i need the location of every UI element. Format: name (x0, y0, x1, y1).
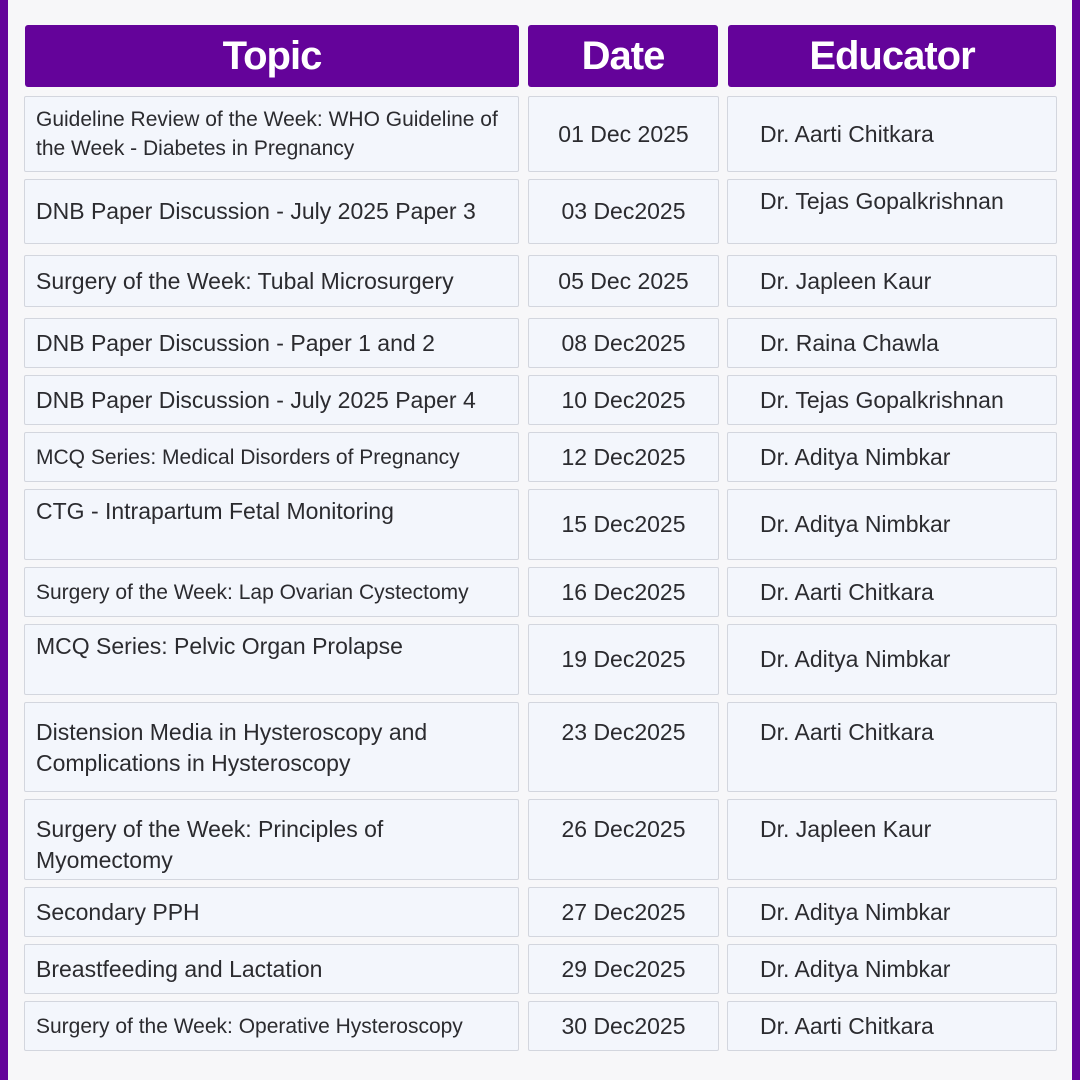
table-cell-topic: Surgery of the Week: Operative Hysterosc… (24, 1001, 519, 1051)
table-cell-educator: Dr. Aarti Chitkara (727, 567, 1057, 617)
row-date-text: 01 Dec 2025 (558, 120, 689, 147)
row-educator-text: Dr. Aditya Nimbkar (760, 511, 951, 537)
table-cell-date: 15 Dec2025 (528, 489, 719, 560)
row-educator-text: Dr. Aarti Chitkara (760, 578, 934, 605)
row-educator-text: Dr. Aarti Chitkara (760, 719, 934, 745)
row-topic-text: Secondary PPH (36, 898, 200, 925)
row-topic-text: DNB Paper Discussion - Paper 1 and 2 (36, 329, 435, 356)
table-cell-educator: Dr. Tejas Gopalkrishnan (727, 179, 1057, 244)
row-topic-text: MCQ Series: Medical Disorders of Pregnan… (36, 445, 460, 469)
table-cell-educator: Dr. Japleen Kaur (727, 799, 1057, 880)
table-cell-topic: Surgery of the Week: Lap Ovarian Cystect… (24, 567, 519, 617)
table-cell-topic: MCQ Series: Pelvic Organ Prolapse (24, 624, 519, 695)
row-date-text: 29 Dec2025 (561, 955, 686, 982)
table-cell-topic: Guideline Review of the Week: WHO Guidel… (24, 96, 519, 172)
table-cell-topic: Distension Media in Hysteroscopy and Com… (24, 702, 519, 792)
row-educator-text: Dr. Aarti Chitkara (760, 1012, 934, 1039)
table-cell-date: 19 Dec2025 (528, 624, 719, 695)
row-date-text: 30 Dec2025 (561, 1012, 686, 1039)
row-topic-text: DNB Paper Discussion - July 2025 Paper 4 (36, 386, 476, 413)
table-cell-educator: Dr. Raina Chawla (727, 318, 1057, 368)
table-cell-topic: CTG - Intrapartum Fetal Monitoring (24, 489, 519, 560)
table-cell-date: 26 Dec2025 (528, 799, 719, 880)
row-date-text: 05 Dec 2025 (558, 267, 689, 294)
row-date-text: 10 Dec2025 (561, 386, 686, 413)
table-cell-educator: Dr. Aditya Nimbkar (727, 432, 1057, 482)
right-border (1072, 0, 1080, 1080)
table-cell-educator: Dr. Aarti Chitkara (727, 96, 1057, 172)
row-topic-text: MCQ Series: Pelvic Organ Prolapse (36, 633, 403, 659)
row-topic-text: CTG - Intrapartum Fetal Monitoring (36, 498, 394, 524)
row-educator-text: Dr. Aditya Nimbkar (760, 646, 951, 672)
table-cell-date: 01 Dec 2025 (528, 96, 719, 172)
row-educator-text: Dr. Tejas Gopalkrishnan (760, 386, 1004, 413)
header-educator: Educator (728, 25, 1056, 87)
header-topic: Topic (25, 25, 519, 87)
table-cell-date: 08 Dec2025 (528, 318, 719, 368)
table-cell-topic: DNB Paper Discussion - Paper 1 and 2 (24, 318, 519, 368)
row-educator-text: Dr. Aditya Nimbkar (760, 443, 951, 470)
table-cell-date: 03 Dec2025 (528, 179, 719, 244)
row-educator-text: Dr. Japleen Kaur (760, 267, 932, 294)
row-date-text: 23 Dec2025 (561, 719, 686, 745)
table-cell-topic: Surgery of the Week: Tubal Microsurgery (24, 255, 519, 307)
row-date-text: 08 Dec2025 (561, 329, 686, 356)
table-cell-topic: Secondary PPH (24, 887, 519, 937)
table-cell-educator: Dr. Aditya Nimbkar (727, 624, 1057, 695)
row-educator-text: Dr. Aditya Nimbkar (760, 898, 951, 925)
row-date-text: 16 Dec2025 (561, 578, 686, 605)
row-topic-text: Surgery of the Week: Tubal Microsurgery (36, 267, 454, 294)
table-cell-educator: Dr. Tejas Gopalkrishnan (727, 375, 1057, 425)
table-cell-date: 05 Dec 2025 (528, 255, 719, 307)
row-topic-text: Distension Media in Hysteroscopy and Com… (36, 719, 428, 776)
row-educator-text: Dr. Tejas Gopalkrishnan (760, 188, 1004, 214)
table-cell-date: 23 Dec2025 (528, 702, 719, 792)
row-educator-text: Dr. Japleen Kaur (760, 816, 932, 842)
table-cell-topic: Surgery of the Week: Principles of Myome… (24, 799, 519, 880)
table-cell-date: 12 Dec2025 (528, 432, 719, 482)
table-cell-date: 30 Dec2025 (528, 1001, 719, 1051)
row-date-text: 15 Dec2025 (561, 511, 686, 537)
table-cell-topic: MCQ Series: Medical Disorders of Pregnan… (24, 432, 519, 482)
row-topic-text: Surgery of the Week: Principles of Myome… (36, 816, 384, 873)
row-educator-text: Dr. Aditya Nimbkar (760, 955, 951, 982)
row-topic-text: Surgery of the Week: Lap Ovarian Cystect… (36, 580, 469, 604)
row-date-text: 26 Dec2025 (561, 816, 686, 842)
row-topic-text: Surgery of the Week: Operative Hysterosc… (36, 1014, 463, 1038)
table-cell-educator: Dr. Aditya Nimbkar (727, 887, 1057, 937)
row-topic-text: Guideline Review of the Week: WHO Guidel… (36, 108, 498, 160)
table-cell-topic: DNB Paper Discussion - July 2025 Paper 4 (24, 375, 519, 425)
left-border (0, 0, 8, 1080)
row-date-text: 03 Dec2025 (561, 198, 686, 224)
table-cell-educator: Dr. Aditya Nimbkar (727, 944, 1057, 994)
table-cell-date: 29 Dec2025 (528, 944, 719, 994)
row-topic-text: Breastfeeding and Lactation (36, 955, 323, 982)
row-topic-text: DNB Paper Discussion - July 2025 Paper 3 (36, 198, 476, 224)
row-educator-text: Dr. Aarti Chitkara (760, 120, 934, 147)
row-date-text: 19 Dec2025 (561, 646, 686, 672)
header-date: Date (528, 25, 718, 87)
table-cell-topic: Breastfeeding and Lactation (24, 944, 519, 994)
table-cell-topic: DNB Paper Discussion - July 2025 Paper 3 (24, 179, 519, 244)
table-cell-educator: Dr. Japleen Kaur (727, 255, 1057, 307)
table-cell-date: 10 Dec2025 (528, 375, 719, 425)
row-date-text: 27 Dec2025 (561, 898, 686, 925)
table-cell-date: 27 Dec2025 (528, 887, 719, 937)
table-cell-educator: Dr. Aditya Nimbkar (727, 489, 1057, 560)
row-date-text: 12 Dec2025 (561, 443, 686, 470)
row-educator-text: Dr. Raina Chawla (760, 329, 939, 356)
table-cell-date: 16 Dec2025 (528, 567, 719, 617)
table-cell-educator: Dr. Aarti Chitkara (727, 702, 1057, 792)
table-cell-educator: Dr. Aarti Chitkara (727, 1001, 1057, 1051)
